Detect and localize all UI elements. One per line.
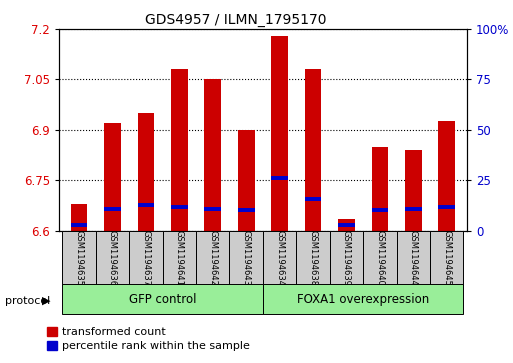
- Bar: [397, 231, 430, 285]
- Text: GSM1194639: GSM1194639: [342, 230, 351, 286]
- Text: GSM1194634: GSM1194634: [275, 230, 284, 286]
- Bar: [439, 205, 455, 209]
- Bar: [430, 231, 463, 285]
- Text: protocol: protocol: [5, 295, 50, 306]
- Bar: [137, 113, 154, 231]
- Text: GSM1194636: GSM1194636: [108, 230, 117, 286]
- Bar: [171, 69, 188, 231]
- Bar: [439, 121, 455, 231]
- Bar: [238, 208, 254, 212]
- Bar: [129, 231, 163, 285]
- Bar: [271, 36, 288, 231]
- Bar: [263, 231, 297, 285]
- Bar: [63, 284, 263, 314]
- Text: GSM1194643: GSM1194643: [242, 230, 251, 286]
- Bar: [238, 130, 254, 231]
- Bar: [405, 150, 422, 231]
- Bar: [271, 176, 288, 180]
- Text: GDS4957 / ILMN_1795170: GDS4957 / ILMN_1795170: [145, 13, 327, 27]
- Bar: [137, 203, 154, 207]
- Bar: [163, 231, 196, 285]
- Bar: [204, 79, 221, 231]
- Text: GFP control: GFP control: [129, 293, 196, 306]
- Text: GSM1194645: GSM1194645: [442, 230, 451, 286]
- Bar: [196, 231, 229, 285]
- Text: GSM1194635: GSM1194635: [74, 230, 84, 286]
- Bar: [305, 69, 322, 231]
- Bar: [330, 231, 363, 285]
- Bar: [371, 208, 388, 212]
- Bar: [229, 231, 263, 285]
- Text: GSM1194640: GSM1194640: [376, 230, 384, 286]
- Text: FOXA1 overexpression: FOXA1 overexpression: [297, 293, 429, 306]
- Bar: [371, 147, 388, 231]
- Bar: [96, 231, 129, 285]
- Bar: [204, 207, 221, 211]
- Bar: [297, 231, 330, 285]
- Bar: [363, 231, 397, 285]
- Text: GSM1194642: GSM1194642: [208, 230, 218, 286]
- Bar: [338, 223, 355, 227]
- Bar: [338, 219, 355, 231]
- Bar: [71, 224, 87, 228]
- Bar: [71, 204, 87, 231]
- Bar: [305, 197, 322, 201]
- Text: GSM1194644: GSM1194644: [409, 230, 418, 286]
- Text: ▶: ▶: [42, 295, 51, 306]
- Bar: [263, 284, 463, 314]
- Bar: [104, 207, 121, 211]
- Legend: transformed count, percentile rank within the sample: transformed count, percentile rank withi…: [47, 327, 250, 351]
- Text: GSM1194638: GSM1194638: [308, 230, 318, 286]
- Bar: [405, 207, 422, 211]
- Bar: [171, 205, 188, 209]
- Bar: [104, 123, 121, 231]
- Bar: [63, 231, 96, 285]
- Text: GSM1194641: GSM1194641: [175, 230, 184, 286]
- Text: GSM1194637: GSM1194637: [142, 230, 150, 286]
